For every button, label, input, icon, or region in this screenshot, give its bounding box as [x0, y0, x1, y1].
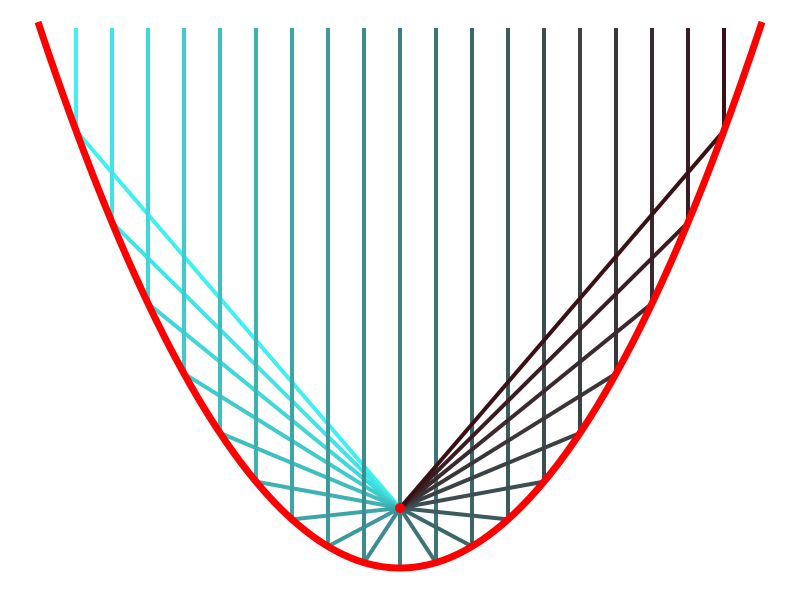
rays-group [74, 28, 726, 570]
parabola-curve [34, 20, 766, 572]
focus-point [395, 503, 405, 513]
reflected-ray [74, 28, 402, 510]
reflected-ray [398, 28, 726, 510]
